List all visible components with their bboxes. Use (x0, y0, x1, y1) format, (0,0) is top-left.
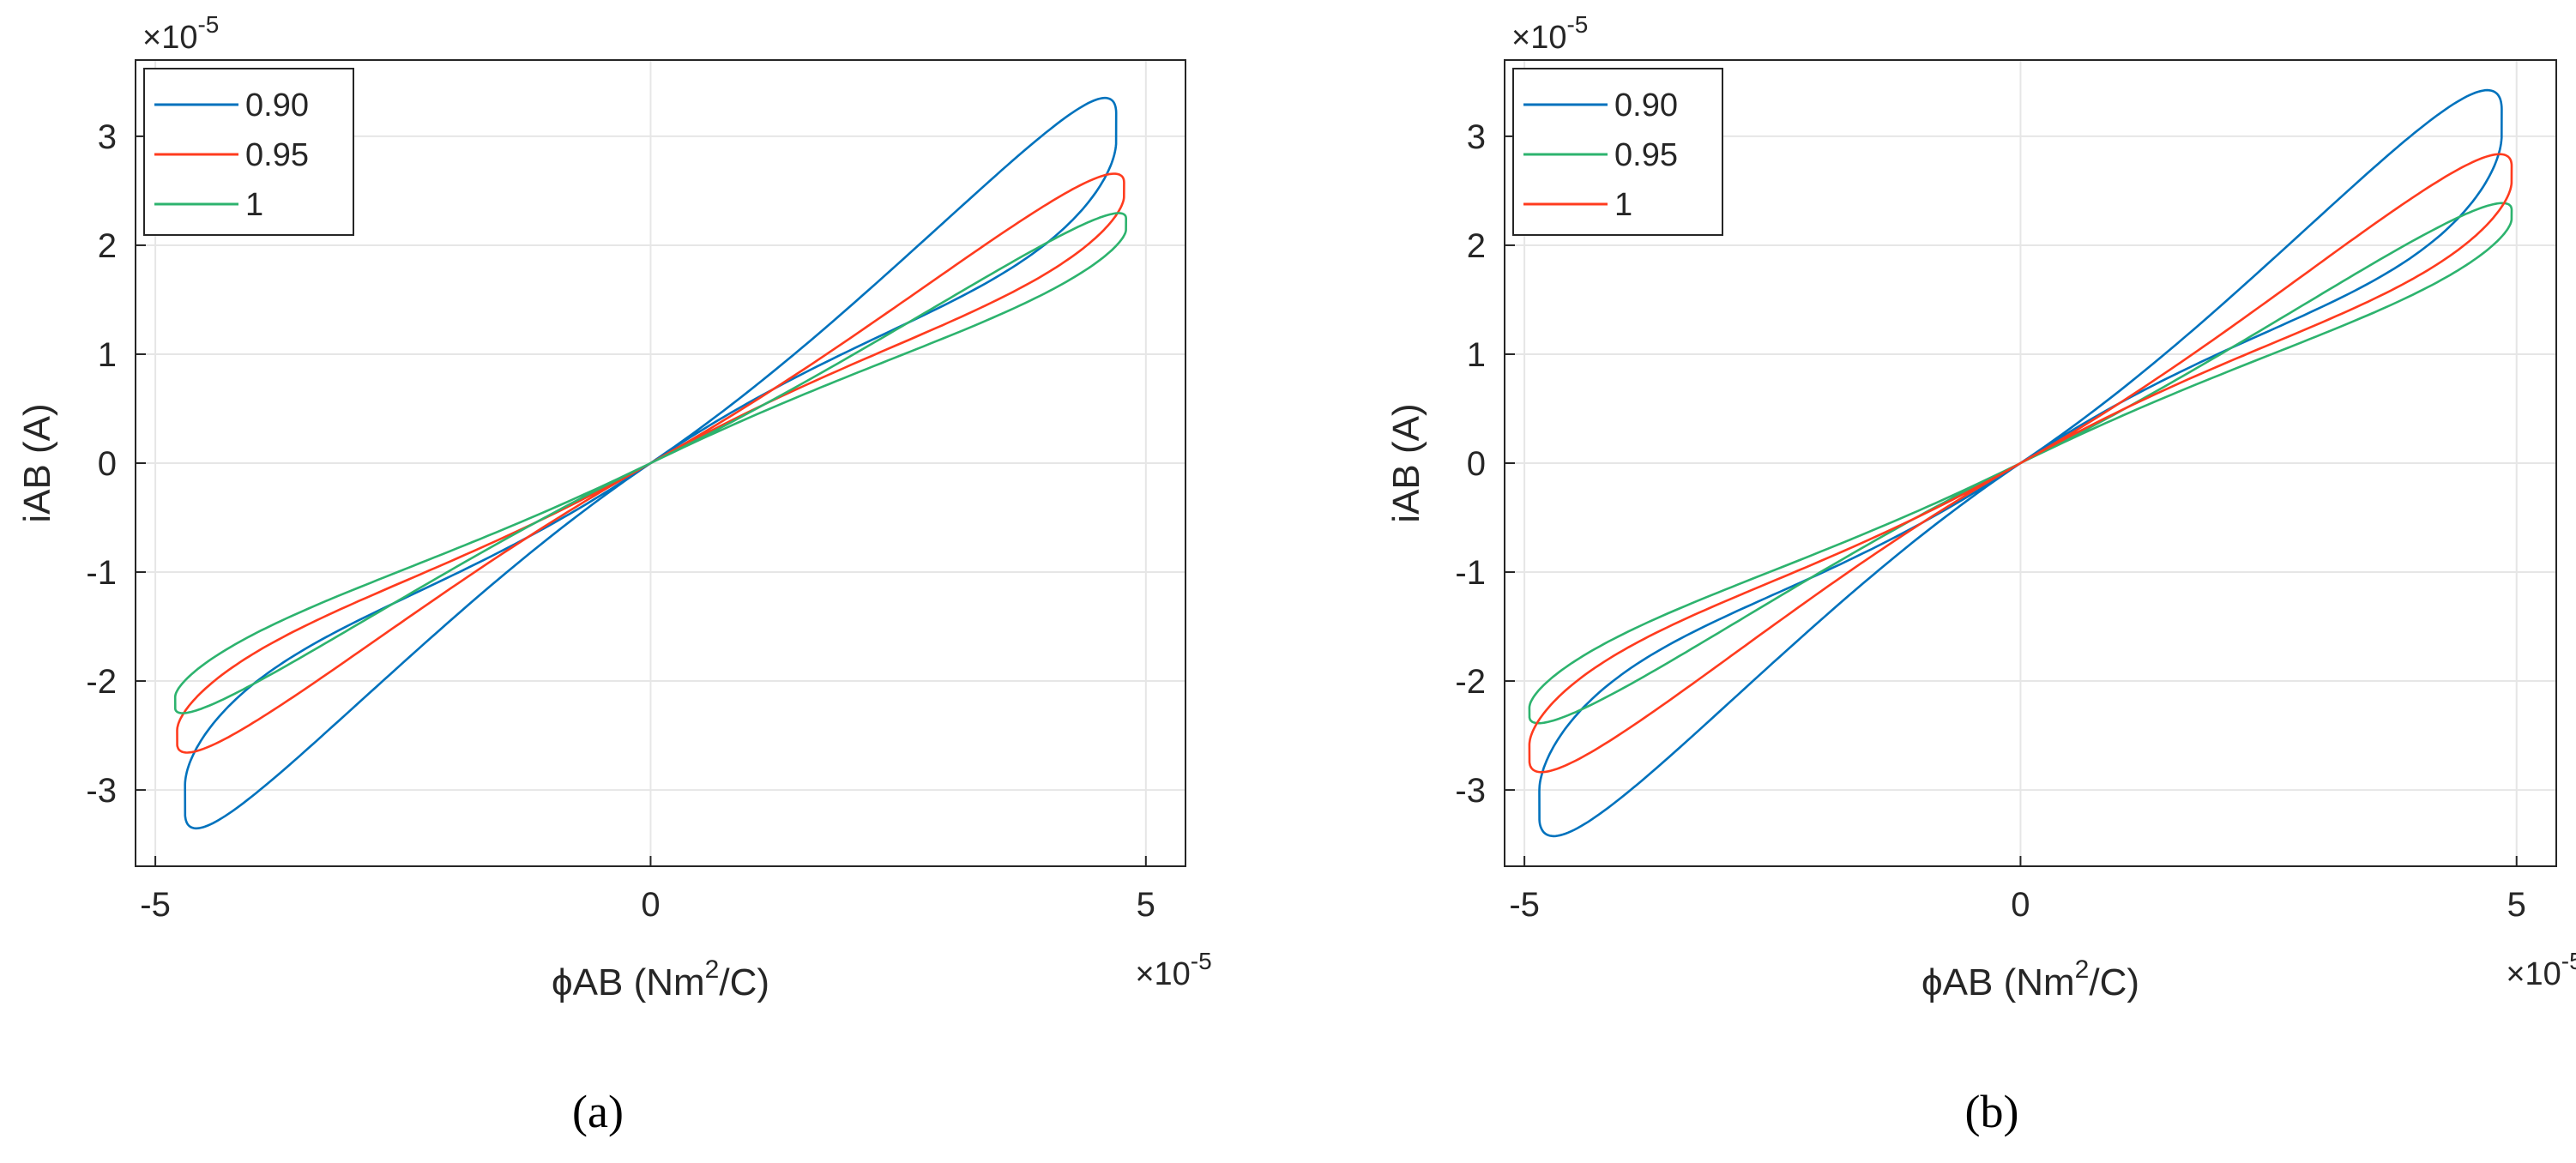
legend-box (143, 68, 354, 236)
legend: 0.90 0.95 1 (1512, 68, 1723, 236)
y-tick-label: -2 (86, 663, 117, 701)
x-tick-label: 5 (2507, 886, 2526, 924)
legend-label: 0.95 (1614, 137, 1678, 173)
series-line-1 (1528, 153, 2513, 774)
x-exponent: ×10-5 (1135, 948, 1211, 992)
x-tick-label: 0 (2011, 886, 2030, 924)
x-tick-label: 0 (641, 886, 660, 924)
y-tick-label: -1 (1455, 554, 1486, 592)
legend-label: 1 (1614, 187, 1632, 223)
y-tick-label: -1 (86, 554, 117, 592)
x-exponent: ×10-5 (2506, 948, 2576, 992)
legend-label: 1 (245, 187, 263, 223)
legend-label: 0.90 (245, 87, 309, 124)
y-tick-label: 1 (98, 336, 117, 374)
y-tick-label: -3 (86, 772, 117, 810)
y-tick-label: 3 (98, 118, 117, 156)
y-tick-label: 2 (1467, 227, 1486, 265)
x-axis-label: ϕAB (Nm2/C) (1921, 955, 2139, 1003)
x-tick-label: -5 (140, 886, 171, 924)
y-exponent: ×10-5 (1511, 11, 1588, 56)
series-group (1528, 88, 2513, 838)
series-group (173, 96, 1128, 830)
y-tick-label: 3 (1467, 118, 1486, 156)
y-tick-label: -2 (1455, 663, 1486, 701)
y-exponent: ×10-5 (142, 11, 219, 56)
legend-box (1512, 68, 1723, 236)
y-tick-label: -3 (1455, 772, 1486, 810)
y-axis-label: iAB (A) (16, 403, 58, 522)
x-axis-label: ϕAB (Nm2/C) (552, 955, 769, 1003)
x-tick-label: -5 (1509, 886, 1540, 924)
panel-b: -5 0 5 -3 -2 -1 0 1 2 3 ×10-5 ×10-5 ϕAB (Nm2/C) iAB (… (1385, 11, 2576, 1003)
legend-label: 0.95 (245, 137, 309, 173)
panel-a: -5 0 5 -3 -2 -1 0 1 2 3 ×10-5 ×10-5 ϕAB (Nm2/C) iAB (… (16, 11, 1212, 1003)
x-tick-label: 5 (1137, 886, 1155, 924)
legend-label: 0.90 (1614, 87, 1678, 124)
y-tick-label: 2 (98, 227, 117, 265)
legend: 0.90 0.95 1 (143, 68, 354, 236)
y-tick-label: 0 (1467, 445, 1486, 483)
y-tick-label: 1 (1467, 336, 1486, 374)
y-tick-label: 0 (98, 445, 117, 483)
series-line-1 (173, 212, 1128, 714)
panel-caption: (b) (1965, 1086, 2019, 1137)
panel-caption: (a) (572, 1086, 624, 1137)
y-axis-label: iAB (A) (1385, 403, 1427, 522)
